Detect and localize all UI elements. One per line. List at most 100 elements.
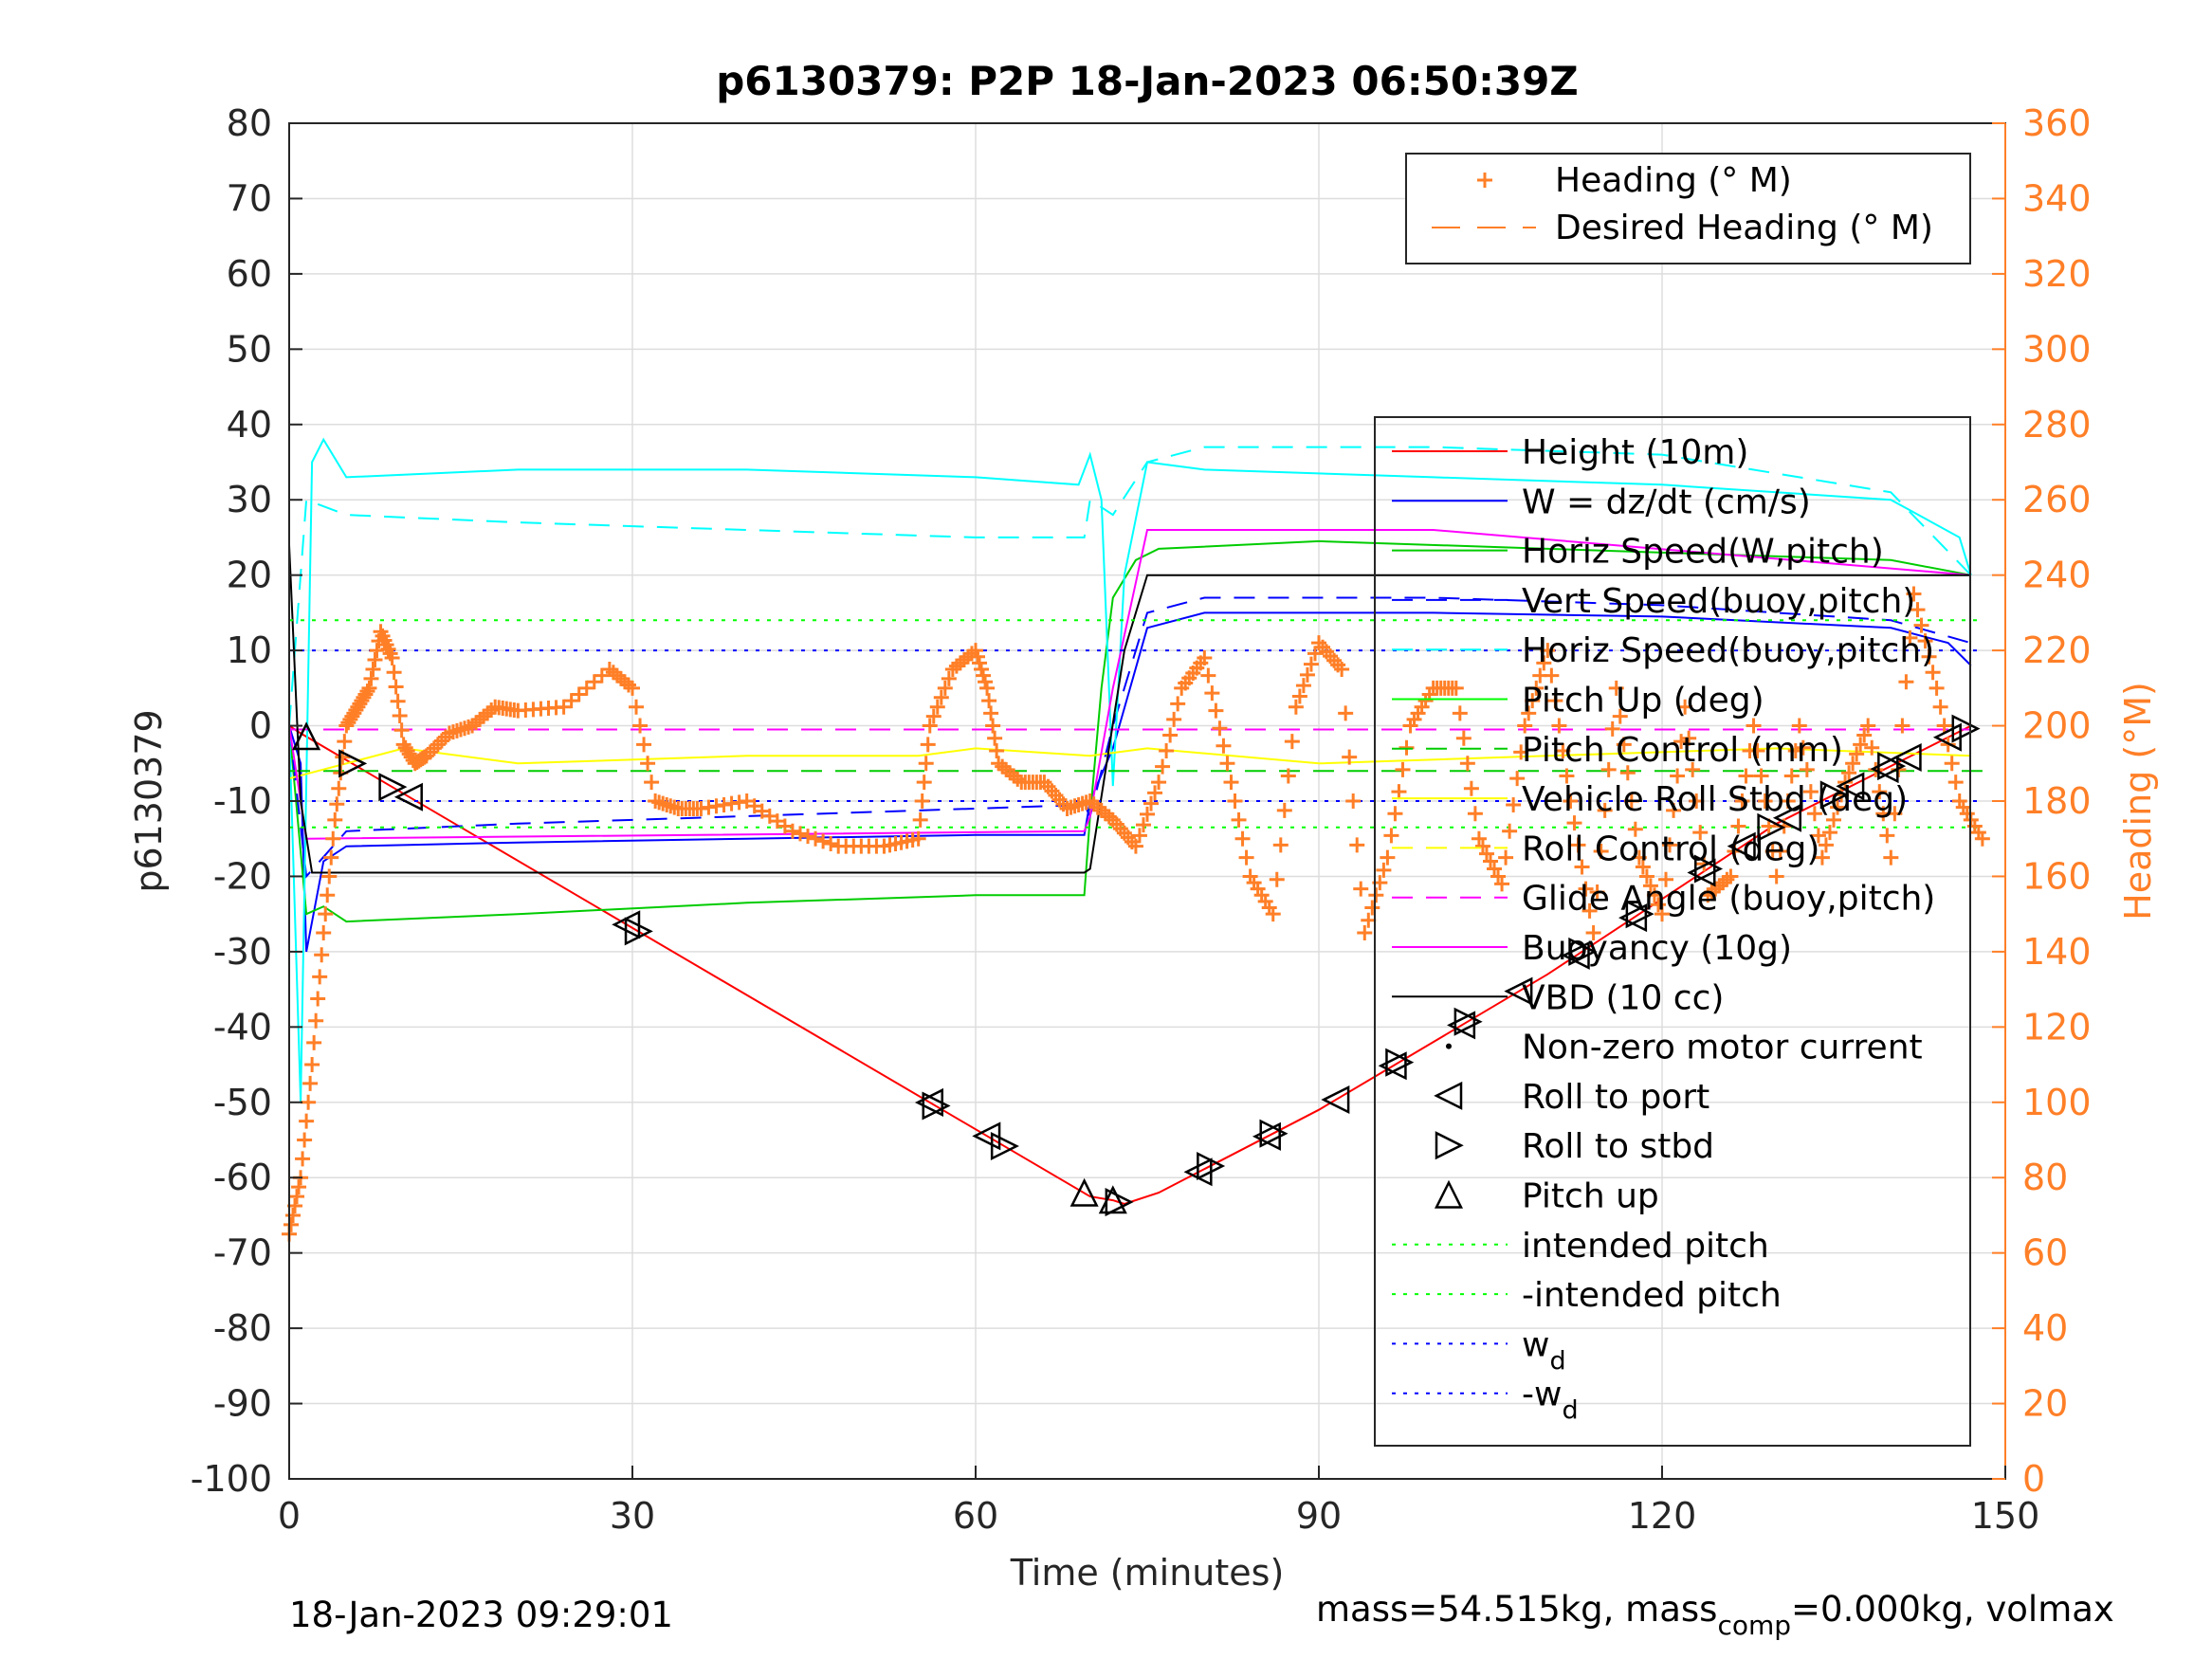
heading-point: [1131, 828, 1147, 844]
roll-port-marker: [1321, 1085, 1350, 1115]
heading-point: [361, 680, 377, 696]
series-line: [288, 437, 1972, 1103]
marker-layer: [282, 586, 1990, 1242]
heading-point: [916, 775, 932, 791]
heading-point: [323, 849, 339, 866]
heading-point: [367, 652, 383, 668]
heading-point: [746, 798, 762, 814]
heading-point: [910, 830, 926, 847]
legend-main-box: [1374, 416, 1971, 1447]
series-line: [288, 611, 1972, 953]
y-tick-label: -20: [213, 855, 272, 897]
legend-label-subscript: d: [1562, 1396, 1578, 1426]
heading-point: [1162, 727, 1179, 743]
y-tick-label: 70: [227, 177, 272, 219]
heading-point: [578, 680, 594, 696]
y-tick-label: 0: [249, 705, 272, 747]
heading-point: [925, 708, 941, 724]
ticks-layer: 0 30 60 90 120 15080706050403020100-10-20-30-…: [191, 102, 2092, 1537]
heading-point: [1299, 666, 1315, 683]
heading-point: [1127, 838, 1143, 854]
heading-point: [314, 947, 330, 963]
legend-label: Buoyancy (10g): [1522, 929, 1792, 968]
roll-stbd-marker: [378, 773, 408, 802]
heading-point: [1272, 837, 1289, 853]
heading-point: [1585, 925, 1601, 941]
heading-point: [1692, 825, 1709, 841]
heading-point: [308, 1012, 324, 1029]
heading-point: [1593, 843, 1609, 859]
heading-point: [808, 830, 824, 847]
heading-point: [979, 680, 996, 696]
heading-point: [1204, 685, 1220, 702]
heading-point: [1883, 849, 1899, 866]
heading-point: [912, 811, 928, 828]
heading-point: [1517, 718, 1533, 734]
heading-point: [304, 1057, 320, 1073]
heading-point: [941, 670, 957, 686]
roll-port-marker: [1870, 755, 1899, 784]
y-right-tick-label: 40: [2022, 1307, 2068, 1349]
heading-point: [312, 969, 328, 985]
heading-point: [1307, 646, 1323, 662]
heading-point: [1818, 837, 1834, 853]
heading-point: [1166, 711, 1182, 727]
heading-point: [1627, 821, 1643, 837]
heading-point: [1730, 818, 1746, 834]
heading-point: [1353, 881, 1369, 897]
heading-point: [297, 1132, 313, 1148]
heading-point: [1502, 823, 1518, 839]
heading-point: [914, 793, 930, 809]
footer-mass-a: mass=54.515kg, mass: [1316, 1589, 1717, 1630]
y-tick-label: 20: [227, 555, 272, 596]
heading-point: [1974, 830, 1990, 847]
heading-point: [1223, 775, 1239, 791]
heading-point: [1757, 793, 1773, 809]
legend-triangle-marker: [1434, 1081, 1463, 1110]
heading-point: [594, 667, 610, 684]
heading-point: [1872, 784, 1888, 800]
heading-point: [1650, 897, 1666, 913]
y-tick-label: 60: [227, 253, 272, 295]
y-tick-label: -70: [213, 1232, 272, 1274]
roll-port-marker: [1772, 803, 1801, 832]
heading-point: [629, 699, 645, 715]
series-line: [288, 529, 1971, 840]
heading-point: [823, 836, 839, 852]
roll-port-marker: [1252, 1121, 1281, 1151]
legend-label-subscript: d: [1549, 1346, 1565, 1376]
roll-stbd-marker: [990, 1131, 1019, 1161]
heading-point: [1783, 768, 1800, 784]
y-axis-label: p6130379: [128, 709, 170, 892]
heading-point: [283, 1216, 300, 1232]
heading-point: [1826, 811, 1841, 828]
heading-point: [1925, 665, 1941, 681]
heading-point: [1658, 871, 1674, 887]
heading-point: [299, 1113, 315, 1129]
y-right-tick-label: 140: [2022, 931, 2092, 973]
heading-point: [1559, 768, 1575, 784]
heading-point: [1673, 734, 1690, 750]
series-line: [288, 724, 1972, 1206]
heading-point: [1463, 780, 1479, 796]
footer-timestamp: 18-Jan-2023 09:29:01: [289, 1595, 673, 1635]
heading-point: [392, 707, 408, 723]
heading-point: [1623, 793, 1639, 809]
heading-point: [1525, 693, 1541, 709]
heading-point: [363, 670, 379, 686]
pitch-up-marker: [1098, 1185, 1127, 1214]
y-tick-label: -40: [213, 1006, 272, 1048]
heading-point: [1555, 743, 1571, 759]
y-tick-label: 30: [227, 479, 272, 520]
roll-port-marker: [1892, 742, 1922, 772]
heading-point: [1849, 746, 1865, 762]
heading-point: [331, 780, 347, 796]
chart-title: p6130379: P2P 18-Jan-2023 06:50:39Z: [716, 58, 1579, 104]
roll-port-marker: [1447, 1011, 1476, 1040]
heading-point: [1551, 718, 1567, 734]
x-tick-label: 30: [610, 1495, 655, 1537]
y-tick-label: -90: [213, 1383, 272, 1425]
roll-port-marker: [393, 782, 423, 811]
heading-point: [1547, 693, 1563, 709]
heading-point: [1364, 900, 1380, 916]
